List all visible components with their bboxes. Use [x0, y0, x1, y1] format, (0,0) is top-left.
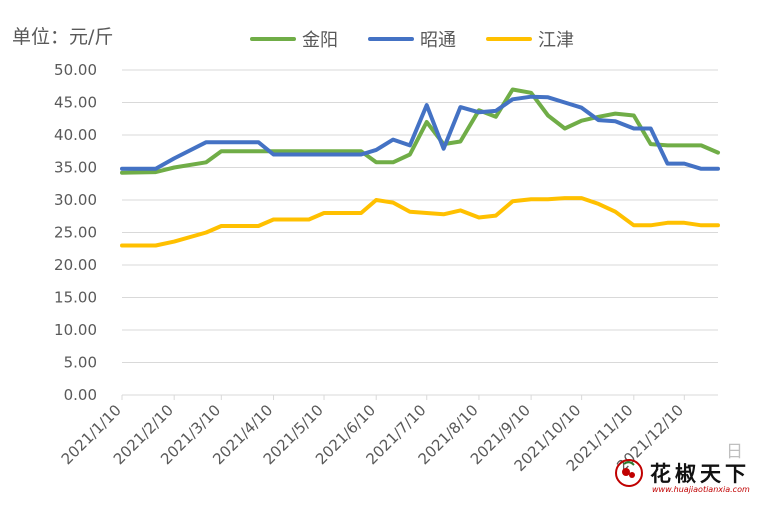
series-lines: [120, 87, 720, 248]
gridlines: [122, 69, 718, 363]
legend-swatch-zhaotong: [368, 37, 414, 41]
series-line-0: [120, 87, 720, 175]
y-tick-label: 0.00: [64, 386, 97, 404]
legend-swatch-jiangjin: [486, 37, 532, 41]
unit-label: 单位：元/斤: [12, 26, 114, 48]
y-tick-label: 15.00: [54, 289, 97, 307]
x-tick-labels: 2021/1/102021/2/102021/3/102021/4/102021…: [58, 401, 687, 475]
legend-item-zhaotong: 昭通: [368, 26, 456, 52]
legend-item-jiangjin: 江津: [486, 26, 574, 52]
watermark: 花椒天下 www.huajiaotianxia.com: [614, 458, 760, 500]
y-tick-label: 50.00: [54, 61, 97, 79]
legend-item-jinyang: 金阳: [250, 26, 338, 52]
y-tick-label: 35.00: [54, 159, 97, 177]
y-tick-label: 30.00: [54, 191, 97, 209]
axes: [121, 394, 718, 400]
y-tick-label: 45.00: [54, 94, 97, 112]
y-tick-label: 40.00: [54, 126, 97, 144]
y-tick-label: 25.00: [54, 224, 97, 242]
legend: 金阳 昭通 江津: [250, 26, 574, 52]
pepper-logo-icon: [615, 459, 643, 487]
watermark-name: 花椒天下: [650, 461, 750, 486]
watermark-url: www.huajiaotianxia.com: [652, 485, 750, 494]
y-tick-labels: 0.00 5.00 10.00 15.00 20.00 25.00 30.00 35.00 40…: [54, 61, 97, 404]
series-line-2: [120, 196, 720, 248]
legend-label-jinyang: 金阳: [302, 30, 338, 51]
series-line-1: [120, 94, 720, 171]
y-tick-label: 10.00: [54, 321, 97, 339]
legend-swatch-jinyang: [250, 37, 296, 41]
y-tick-label: 5.00: [64, 354, 97, 372]
legend-label-jiangjin: 江津: [538, 30, 574, 51]
y-tick-label: 20.00: [54, 256, 97, 274]
legend-label-zhaotong: 昭通: [420, 30, 456, 51]
x-axis-suffix: 日: [726, 442, 743, 462]
